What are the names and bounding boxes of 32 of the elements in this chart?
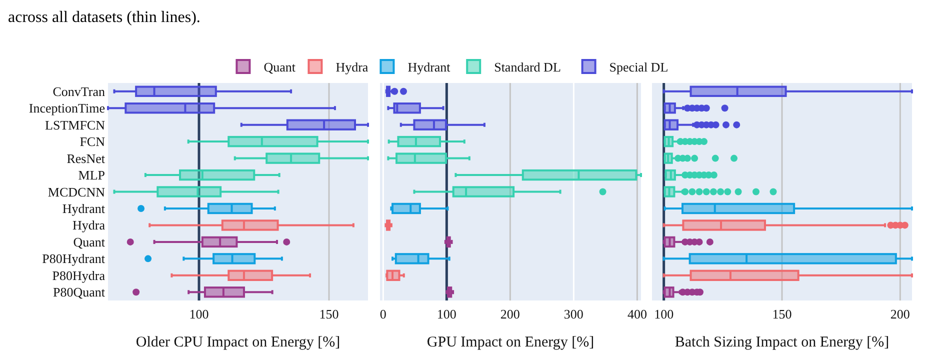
y-tick-label: P80Hydra — [52, 268, 106, 283]
x-tick-label: 200 — [890, 306, 910, 322]
legend-label: Hydrant — [408, 60, 451, 74]
x-tick-label: 0 — [380, 306, 386, 322]
x-tick-label: 100 — [654, 306, 674, 322]
x-axis-title: GPU Impact on Energy [%] — [426, 334, 594, 350]
y-tick-label: Hydra — [72, 218, 106, 233]
y-tick-label: FCN — [80, 134, 106, 150]
legend-label: Hydra — [336, 60, 368, 74]
text: across all datasets (thin lines). — [8, 9, 200, 26]
x-axis-title: Batch Sizing Impact on Energy [%] — [674, 334, 890, 350]
y-tick-label: InceptionTime — [28, 100, 106, 116]
legend-label: Special DL — [609, 60, 668, 74]
x-tick-label: 400 — [627, 306, 647, 322]
x-axis-title: Older CPU Impact on Energy [%] — [136, 334, 340, 350]
y-tick-label: MLP — [78, 168, 105, 183]
x-tick-label: 150 — [772, 306, 792, 322]
y-tick-label: Quant — [73, 234, 106, 250]
y-tick-label: ResNet — [66, 150, 106, 166]
y-tick-label: ConvTran — [52, 84, 106, 99]
x-tick-label: 100 — [189, 306, 209, 322]
y-tick-label: LSTMFCN — [45, 117, 106, 132]
y-tick-label: MCDCNN — [48, 184, 106, 200]
legend-label: Quant — [264, 60, 296, 74]
x-tick-label: 200 — [500, 306, 520, 322]
y-tick-label: Hydrant — [62, 200, 106, 216]
x-tick-label: 150 — [319, 306, 339, 322]
legend-label: Standard DL — [494, 60, 561, 74]
y-tick-label: P80Hydrant — [42, 251, 106, 266]
x-tick-label: 100 — [436, 306, 456, 322]
x-tick-label: 300 — [564, 306, 584, 322]
y-tick-label: P80Quant — [53, 284, 106, 300]
